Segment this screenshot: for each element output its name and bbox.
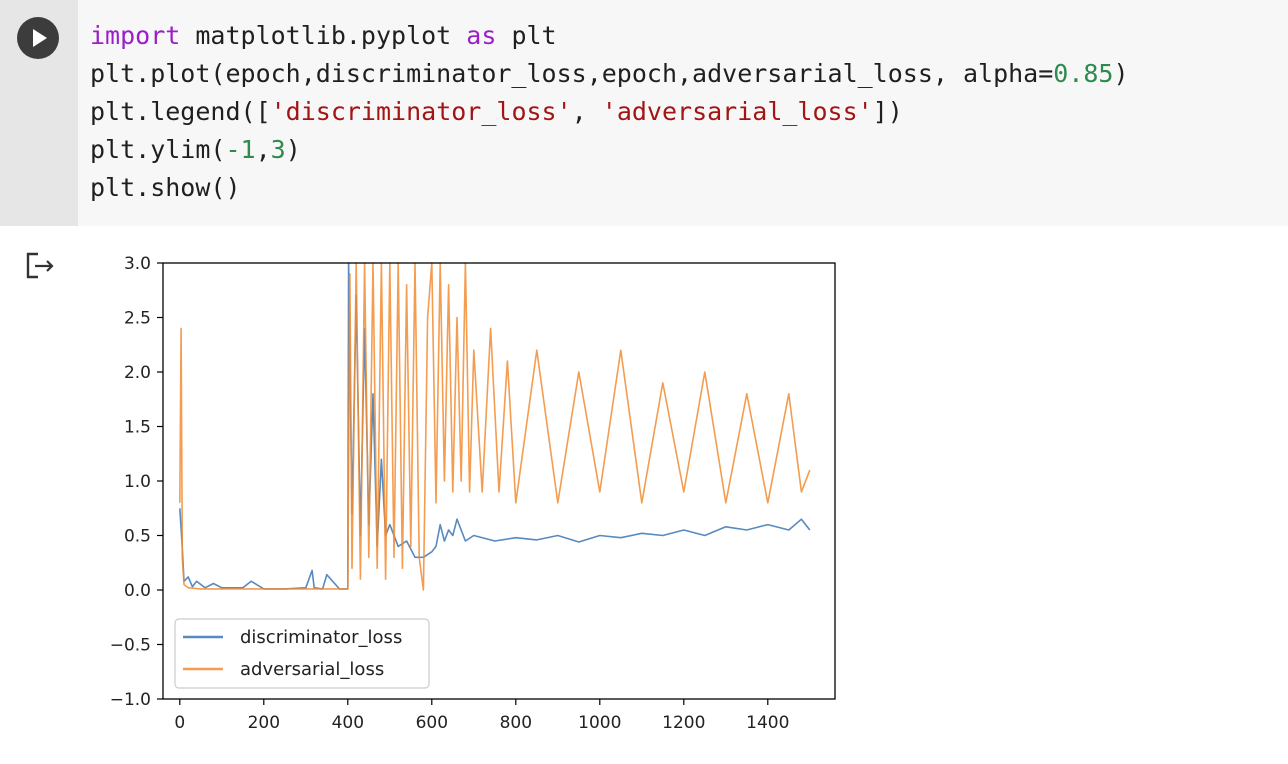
code-token: 0.85 (1053, 59, 1114, 88)
code-line: import matplotlib.pyplot as plt (90, 17, 1129, 55)
code-token: matplotlib.pyplot (180, 21, 467, 50)
x-tick-label: 400 (332, 713, 364, 733)
x-tick-label: 0 (174, 713, 185, 733)
code-text: import matplotlib.pyplot as plt plt.plot(… (90, 17, 1129, 207)
legend-label-adversarial_loss: adversarial_loss (240, 659, 384, 680)
code-token: as (466, 21, 497, 50)
code-token: plt.show() (90, 173, 241, 202)
output-arrow-icon[interactable] (24, 250, 58, 282)
code-token: import (90, 21, 181, 50)
legend-box (174, 618, 430, 689)
code-token: , (571, 97, 602, 126)
y-axis: 3.0 2.5 2.0 1.5 1.0 0.5 0.0 −0.5 −1.0 (110, 254, 163, 710)
y-tick-label: 3.0 (124, 254, 151, 274)
y-tick-label: 2.0 (124, 363, 151, 383)
code-token: -1 (225, 135, 256, 164)
code-token: plt.ylim( (90, 135, 226, 164)
code-line: plt.legend(['discriminator_loss', 'adver… (90, 93, 1129, 131)
x-tick-label: 1000 (578, 713, 621, 733)
code-line: plt.show() (90, 169, 1129, 207)
code-token: plt.plot(epoch,discriminator_loss,epoch,… (90, 59, 1054, 88)
y-tick-label: −0.5 (110, 636, 151, 656)
x-tick-label: 800 (500, 713, 532, 733)
y-tick-label: 0.0 (124, 581, 151, 601)
code-cell: import matplotlib.pyplot as plt plt.plot(… (0, 0, 1288, 226)
code-token: plt.legend([ (90, 97, 271, 126)
series-line-discriminator_loss (179, 262, 811, 590)
y-tick-label: −1.0 (110, 690, 151, 710)
x-tick-label: 1400 (746, 713, 789, 733)
cell-gutter (0, 0, 78, 226)
code-token: plt (496, 21, 557, 50)
y-tick-label: 1.5 (124, 418, 151, 438)
y-tick-label: 1.0 (124, 472, 151, 492)
code-token: 3 (270, 135, 286, 164)
legend-label-discriminator_loss: discriminator_loss (240, 627, 402, 648)
x-tick-label: 600 (416, 713, 448, 733)
code-token: ) (285, 135, 301, 164)
x-tick-label: 1200 (662, 713, 705, 733)
code-line: plt.ylim(-1,3) (90, 131, 1129, 169)
x-tick-label: 200 (248, 713, 280, 733)
code-token: , (255, 135, 271, 164)
plot-series-group (179, 262, 811, 591)
code-token: 'discriminator_loss' (270, 97, 572, 126)
matplotlib-figure: 3.0 2.5 2.0 1.5 1.0 0.5 0.0 −0.5 −1.0 0 200 400 600… (110, 254, 836, 733)
x-axis: 0 200 400 600 800 1000 1200 1400 (174, 699, 789, 733)
code-line: plt.plot(epoch,discriminator_loss,epoch,… (90, 55, 1129, 93)
code-token: ]) (872, 97, 903, 126)
y-tick-label: 0.5 (124, 527, 151, 547)
y-tick-label: 2.5 (124, 309, 151, 329)
code-editor[interactable]: import matplotlib.pyplot as plt plt.plot(… (78, 0, 1288, 226)
legend: discriminator_loss adversarial_loss (174, 618, 430, 689)
code-token: ) (1113, 59, 1129, 88)
run-cell-button[interactable] (17, 17, 59, 59)
play-icon (33, 29, 47, 47)
code-token: 'adversarial_loss' (601, 97, 873, 126)
